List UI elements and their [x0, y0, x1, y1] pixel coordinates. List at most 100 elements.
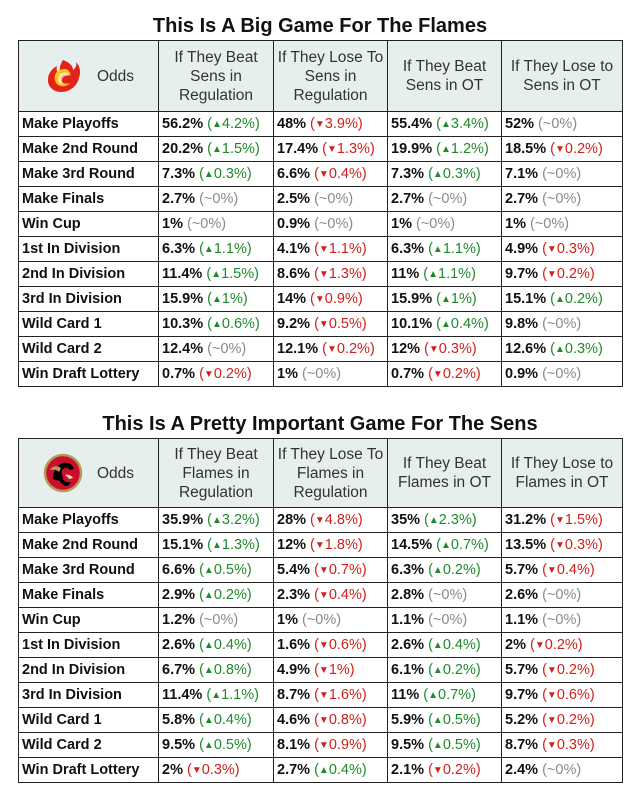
change-flat: (~0%) [297, 612, 342, 628]
change-down: (▼0.9%) [310, 737, 367, 753]
change-value: 1.5% [221, 266, 255, 282]
table-row: 1st In Division 2.6% (▲0.4%) 1.6% (▼0.6%) 2… [18, 632, 623, 658]
odds-value: 7.3% [391, 166, 425, 182]
odds-cell: 1% (~0%) [501, 211, 623, 237]
change-up: (▲1.1%) [424, 241, 481, 257]
change-value: 1.1% [438, 266, 472, 282]
change-value: 1.3% [221, 537, 255, 553]
change-value: 0.5% [213, 562, 247, 578]
arrow-down-icon: ▼ [326, 144, 337, 155]
arrow-down-icon: ▼ [554, 540, 565, 551]
odds-value: 6.3% [391, 241, 425, 257]
change-flat: (~0%) [424, 191, 468, 207]
odds-cell: 2.6% (▲0.4%) [387, 632, 502, 658]
change-value: 0.3% [442, 166, 476, 182]
change-value: 0.2% [442, 562, 476, 578]
row-label: Wild Card 1 [18, 707, 159, 733]
odds-value: 17.4% [277, 141, 319, 157]
change-value: 4.8% [324, 512, 358, 528]
arrow-down-icon: ▼ [432, 369, 443, 380]
arrow-up-icon: ▲ [440, 119, 451, 130]
change-value: 0.3% [201, 762, 235, 778]
odds-value: 12.4% [162, 341, 204, 357]
arrow-down-icon: ▼ [314, 515, 325, 526]
change-value: 0% [555, 762, 577, 778]
table-row: Win Cup 1% (~0%) 0.9% (~0%) 1% (~0%) 1% (~0%… [18, 211, 623, 237]
change-flat: (~0%) [297, 366, 342, 382]
odds-value: 1% [505, 216, 526, 232]
change-value: 0.5% [328, 316, 362, 332]
odds-value: 1.1% [391, 612, 425, 628]
change-value: 0% [555, 587, 577, 603]
change-up: (▲0.2%) [424, 662, 481, 678]
odds-cell: 2.6% (▲0.4%) [158, 632, 274, 658]
change-value: 4.2% [221, 116, 255, 132]
table-row: Wild Card 1 5.8% (▲0.4%) 4.6% (▼0.8%) 5.9% … [18, 707, 623, 733]
odds-cell: 6.1% (▲0.2%) [387, 657, 502, 683]
arrow-up-icon: ▲ [432, 565, 443, 576]
odds-cell: 7.3% (▲0.3%) [158, 161, 274, 187]
row-label: Win Cup [18, 607, 159, 633]
odds-cell: 20.2% (▲1.5%) [158, 136, 274, 162]
change-value: 1% [221, 291, 243, 307]
row-label: Win Draft Lottery [18, 361, 159, 387]
odds-value: 1.1% [505, 612, 539, 628]
change-value: 0.7% [450, 537, 484, 553]
odds-value: 9.2% [277, 316, 311, 332]
odds-cell: 2.7% (▲0.4%) [273, 757, 388, 783]
odds-cell: 1.2% (~0%) [158, 607, 274, 633]
table-row: Make 3rd Round 6.6% (▲0.5%) 5.4% (▼0.7%) 6.… [18, 557, 623, 583]
column-header: If They Beat Flames in Regulation [158, 438, 274, 508]
table-row: 1st In Division 6.3% (▲1.1%) 4.1% (▼1.1%) 6… [18, 236, 623, 262]
odds-cell: 6.3% (▲1.1%) [158, 236, 274, 262]
change-flat: (~0%) [538, 587, 582, 603]
odds-cell: 0.9% (~0%) [501, 361, 623, 387]
odds-value: 12.1% [277, 341, 319, 357]
change-down: (▼0.2%) [538, 266, 595, 282]
change-value: 0.9% [324, 291, 358, 307]
sens-table-body: Make Playoffs 35.9% (▲3.2%) 28% (▼4.8%) 35%… [18, 507, 623, 783]
change-value: 0.7% [328, 562, 362, 578]
odds-cell: 5.7% (▼0.2%) [501, 657, 623, 683]
row-label: Make Finals [18, 582, 159, 608]
odds-value: 12% [277, 537, 307, 553]
odds-cell: 9.7% (▼0.6%) [501, 682, 623, 708]
odds-value: 2.7% [162, 191, 196, 207]
change-value: 0.2% [564, 291, 598, 307]
arrow-up-icon: ▲ [432, 169, 443, 180]
change-value: 0% [212, 191, 234, 207]
change-up: (▲3.4%) [432, 116, 489, 132]
arrow-up-icon: ▲ [203, 565, 214, 576]
arrow-up-icon: ▲ [211, 540, 222, 551]
arrow-down-icon: ▼ [546, 665, 557, 676]
flames-odds-table: Odds If They Beat Sens in Regulation If … [18, 40, 623, 387]
change-value: 0.2% [336, 341, 370, 357]
change-value: 0.5% [213, 737, 247, 753]
odds-cell: 7.3% (▲0.3%) [387, 161, 502, 187]
column-header: If They Lose to Flames in OT [501, 438, 623, 508]
odds-value: 9.5% [162, 737, 196, 753]
change-down: (▼0.3%) [538, 241, 595, 257]
change-up: (▲0.4%) [424, 637, 481, 653]
odds-value: 8.7% [505, 737, 539, 753]
arrow-down-icon: ▼ [318, 665, 329, 676]
change-flat: (~0%) [538, 191, 582, 207]
odds-cell: 2.6% (~0%) [501, 582, 623, 608]
odds-value: 2.9% [162, 587, 196, 603]
change-down: (▼0.2%) [424, 366, 481, 382]
odds-cell: 8.6% (▼1.3%) [273, 261, 388, 287]
change-down: (▼0.4%) [538, 562, 595, 578]
arrow-up-icon: ▲ [211, 294, 222, 305]
odds-cell: 2.7% (~0%) [387, 186, 502, 212]
arrow-up-icon: ▲ [432, 640, 443, 651]
odds-cell: 6.6% (▲0.5%) [158, 557, 274, 583]
table-row: Make 2nd Round 15.1% (▲1.3%) 12% (▼1.8%) 14… [18, 532, 623, 558]
odds-value: 1.6% [277, 637, 311, 653]
change-value: 0% [327, 191, 349, 207]
change-value: 1% [450, 291, 472, 307]
table-row: 2nd In Division 6.7% (▲0.8%) 4.9% (▼1%) 6.1… [18, 657, 623, 683]
odds-cell: 35% (▲2.3%) [387, 507, 502, 533]
change-up: (▲0.6%) [203, 316, 260, 332]
change-value: 0.4% [328, 166, 362, 182]
odds-value: 28% [277, 512, 307, 528]
